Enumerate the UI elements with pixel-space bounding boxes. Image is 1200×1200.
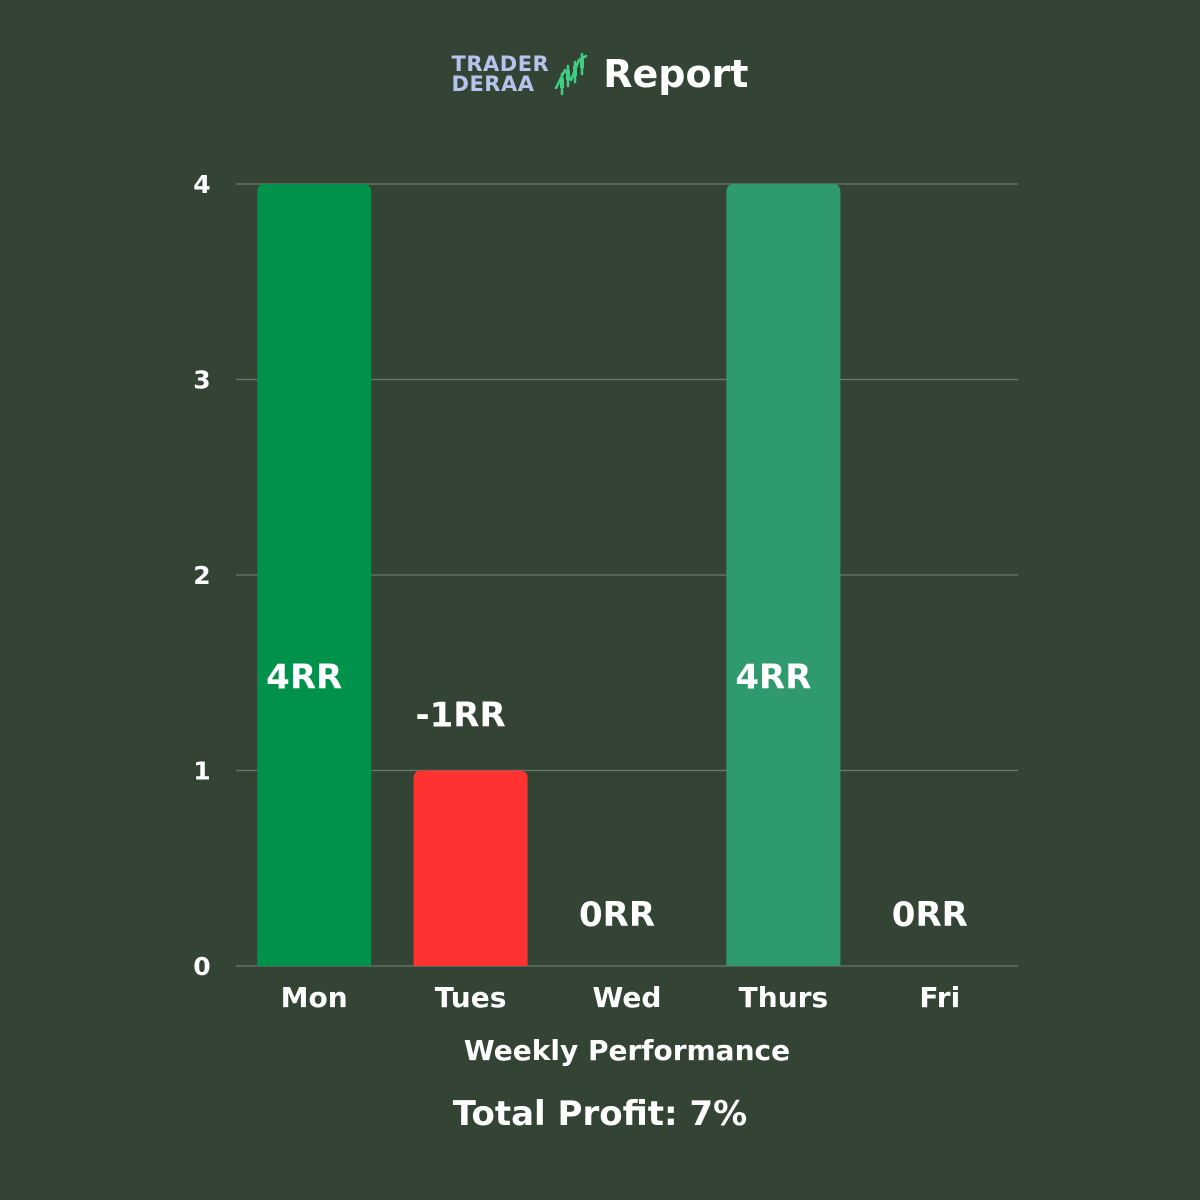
data-label-mon: 4RR bbox=[266, 658, 342, 698]
x-axis-title: Weekly Performance bbox=[464, 1034, 790, 1067]
x-category-tues: Tues bbox=[435, 981, 507, 1014]
data-label-thurs: 4RR bbox=[735, 658, 811, 698]
data-labels: 4RR -1RR 0RR 4RR 0RR bbox=[266, 658, 968, 935]
y-axis-ticks: 0 1 2 3 4 bbox=[193, 170, 210, 981]
data-label-tues: -1RR bbox=[416, 696, 506, 736]
y-tick-label: 3 bbox=[193, 366, 210, 395]
bar-tues bbox=[413, 770, 528, 966]
bar-mon bbox=[257, 184, 372, 966]
x-category-mon: Mon bbox=[281, 981, 348, 1014]
report-title: Report bbox=[603, 52, 749, 96]
y-tick-label: 2 bbox=[193, 561, 210, 590]
report-header: TRADER DERAA Report bbox=[0, 44, 1200, 104]
trader-deraa-logo: TRADER DERAA bbox=[452, 52, 590, 96]
y-tick-label: 1 bbox=[193, 757, 210, 786]
x-axis-categories: Mon Tues Wed Thurs Fri bbox=[281, 981, 960, 1014]
y-tick-label: 4 bbox=[193, 170, 210, 199]
data-label-fri: 0RR bbox=[892, 895, 968, 935]
candlestick-chart-icon bbox=[554, 52, 588, 96]
data-label-wed: 0RR bbox=[579, 895, 655, 935]
x-category-thurs: Thurs bbox=[739, 981, 828, 1014]
bar-thurs bbox=[726, 184, 841, 966]
weekly-performance-chart: 0 1 2 3 4 4RR -1RR 0RR 4RR 0RR Mon Tues Wed Thurs Fr… bbox=[193, 170, 1018, 1067]
bars bbox=[257, 184, 841, 966]
logo-line-2: DERAA bbox=[451, 72, 535, 96]
total-profit: Total Profit: 7% bbox=[452, 1094, 748, 1134]
x-category-fri: Fri bbox=[919, 981, 960, 1014]
x-category-wed: Wed bbox=[593, 981, 662, 1014]
logo-line-1: TRADER bbox=[451, 52, 550, 76]
y-tick-label: 0 bbox=[193, 952, 210, 981]
logo-text: TRADER DERAA bbox=[451, 52, 550, 96]
